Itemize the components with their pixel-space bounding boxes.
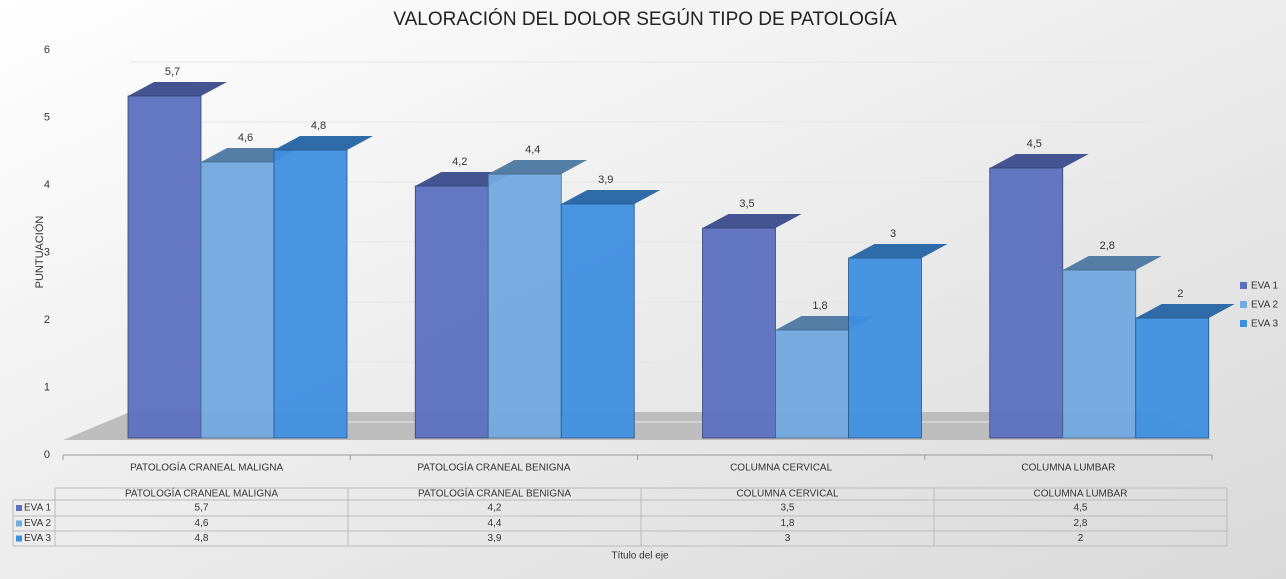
bar — [487, 173, 562, 439]
table-swatch — [16, 505, 22, 511]
legend-swatch — [1240, 282, 1247, 289]
data-label: 3,9 — [598, 174, 613, 186]
table-cell: 4,5 — [1074, 503, 1088, 514]
bar-top — [848, 244, 948, 258]
bar — [560, 203, 635, 439]
bar — [1135, 317, 1210, 439]
table-cell: 3,9 — [488, 533, 502, 544]
bar-top — [128, 82, 227, 96]
table-cell: 1,8 — [781, 518, 795, 529]
chart-title: VALORACIÓN DEL DOLOR SEGÚN TIPO DE PATOL… — [393, 8, 897, 30]
bar — [414, 185, 489, 439]
data-label: 2 — [1177, 288, 1183, 300]
x-tick-label: PATOLOGÍA CRANEAL MALIGNA — [130, 461, 283, 474]
bar-top — [274, 136, 373, 150]
table-cell: 4,6 — [195, 518, 209, 529]
bar — [127, 95, 202, 439]
y-tick-label: 6 — [44, 44, 50, 56]
table-cell: 3,5 — [781, 503, 795, 514]
bar-top — [702, 214, 802, 228]
bar — [200, 161, 275, 439]
x-tick-label: PATOLOGÍA CRANEAL BENIGNA — [417, 461, 570, 474]
bar — [273, 149, 348, 439]
x-tick-label: COLUMNA LUMBAR — [1021, 463, 1115, 474]
data-label: 4,2 — [452, 156, 467, 168]
data-label: 4,4 — [525, 144, 540, 156]
bar-top — [1135, 304, 1235, 318]
bar — [702, 227, 776, 439]
table-cell: 4,2 — [488, 503, 502, 514]
y-tick-label: 1 — [44, 381, 50, 393]
y-tick-label: 0 — [44, 449, 50, 461]
y-tick-label: 4 — [44, 179, 50, 191]
data-label: 3,5 — [739, 198, 754, 210]
legend-label: EVA 3 — [1251, 319, 1278, 330]
bar-top — [1062, 256, 1162, 270]
data-label: 2,8 — [1100, 240, 1115, 252]
data-label: 4,6 — [238, 132, 253, 144]
y-axis-label: PUNTUACIÓN — [33, 216, 46, 289]
table-cell: 2,8 — [1074, 518, 1088, 529]
table-row-label: EVA 2 — [24, 518, 51, 529]
table-header: PATOLOGÍA CRANEAL BENIGNA — [418, 487, 571, 500]
x-axis-label: Título del eje — [611, 551, 669, 562]
table-swatch — [16, 520, 22, 527]
bar-top — [989, 154, 1089, 168]
bar — [1062, 269, 1137, 439]
floor — [63, 412, 1212, 440]
table-cell: 5,7 — [195, 503, 209, 514]
table-cell: 3 — [785, 533, 791, 544]
legend-swatch — [1240, 320, 1247, 327]
legend-swatch — [1240, 301, 1247, 308]
table-cell: 2 — [1078, 533, 1084, 544]
y-tick-label: 5 — [44, 111, 50, 123]
data-label: 5,7 — [165, 66, 180, 78]
bar — [775, 329, 849, 439]
bar-top — [488, 160, 588, 174]
bar — [848, 257, 922, 439]
table-header: PATOLOGÍA CRANEAL MALIGNA — [125, 487, 278, 500]
data-label: 4,5 — [1027, 138, 1042, 150]
table-header: COLUMNA LUMBAR — [1034, 489, 1128, 500]
y-tick-label: 3 — [44, 246, 50, 258]
table-row-label: EVA 1 — [24, 503, 51, 514]
data-label: 4,8 — [311, 120, 326, 132]
data-label: 3 — [890, 228, 896, 240]
bar — [989, 167, 1064, 439]
table-row-label: EVA 3 — [24, 533, 51, 544]
y-tick-label: 2 — [44, 314, 50, 326]
legend-label: EVA 1 — [1251, 281, 1278, 292]
table-cell: 4,4 — [488, 518, 502, 529]
table-cell: 4,8 — [195, 533, 209, 544]
bar-top — [561, 190, 661, 204]
data-label: 1,8 — [812, 300, 827, 312]
legend-label: EVA 2 — [1251, 300, 1278, 311]
x-tick-label: COLUMNA CERVICAL — [730, 463, 833, 474]
table-header: COLUMNA CERVICAL — [736, 489, 839, 500]
table-swatch — [16, 535, 22, 542]
